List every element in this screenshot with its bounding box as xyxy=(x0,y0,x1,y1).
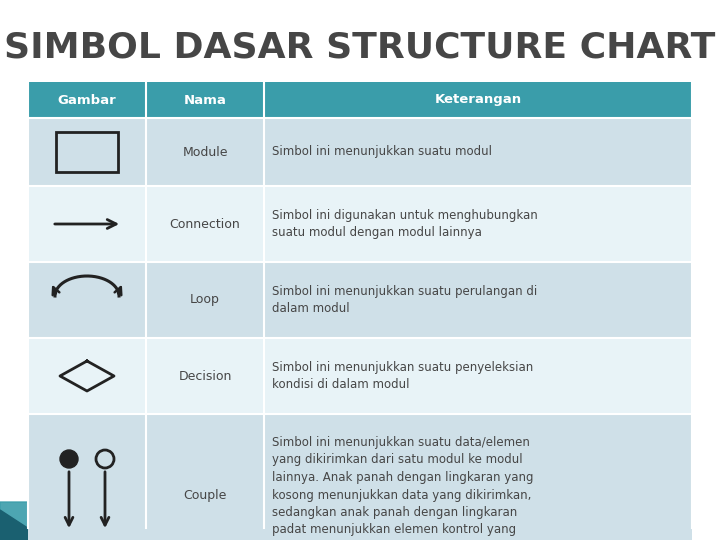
Text: Loop: Loop xyxy=(190,294,220,307)
Text: Gambar: Gambar xyxy=(58,93,117,106)
Text: Simbol ini digunakan untuk menghubungkan
suatu modul dengan modul lainnya: Simbol ini digunakan untuk menghubungkan… xyxy=(272,209,538,239)
Text: Keterangan: Keterangan xyxy=(434,93,521,106)
Circle shape xyxy=(60,450,78,468)
Text: Nama: Nama xyxy=(184,93,226,106)
Text: Simbol ini menunjukkan suatu modul: Simbol ini menunjukkan suatu modul xyxy=(272,145,492,159)
Bar xyxy=(28,338,692,414)
Text: Couple: Couple xyxy=(184,489,227,502)
Bar xyxy=(28,262,692,338)
Bar xyxy=(28,186,692,262)
Text: Simbol ini menunjukkan suatu perulangan di
dalam modul: Simbol ini menunjukkan suatu perulangan … xyxy=(272,285,537,315)
Bar xyxy=(28,82,692,118)
Bar xyxy=(56,132,118,172)
Text: Decision: Decision xyxy=(179,369,232,382)
Text: Simbol ini menunjukkan suatu data/elemen
yang dikirimkan dari satu modul ke modu: Simbol ini menunjukkan suatu data/elemen… xyxy=(272,436,534,540)
Polygon shape xyxy=(0,502,110,540)
Text: Simbol ini menunjukkan suatu penyeleksian
kondisi di dalam modul: Simbol ini menunjukkan suatu penyeleksia… xyxy=(272,361,534,392)
Text: Connection: Connection xyxy=(170,218,240,231)
Bar xyxy=(28,118,692,186)
Bar xyxy=(28,414,692,540)
Text: Module: Module xyxy=(182,145,228,159)
Polygon shape xyxy=(0,510,46,540)
Text: SIMBOL DASAR STRUCTURE CHART: SIMBOL DASAR STRUCTURE CHART xyxy=(4,31,716,65)
